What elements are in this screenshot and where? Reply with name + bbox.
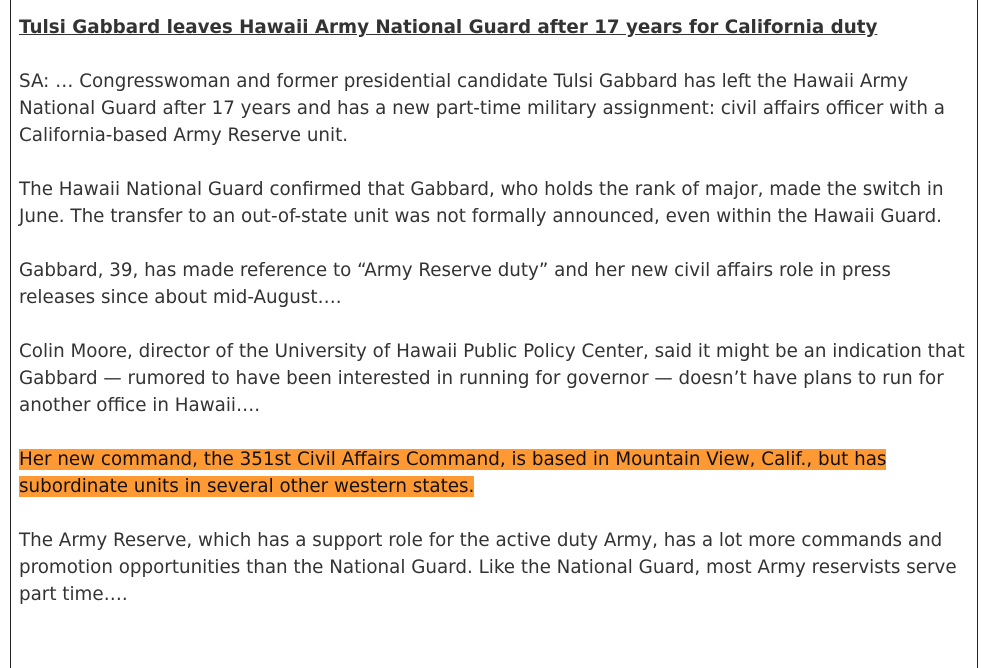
paragraph-army-reserve: The Army Reserve, which has a support ro… — [19, 530, 957, 605]
article-title[interactable]: Tulsi Gabbard leaves Hawaii Army Nationa… — [19, 17, 878, 38]
paragraph-transfer: The Hawaii National Guard confirmed that… — [19, 179, 944, 227]
paragraph-colin-moore: Colin Moore, director of the University … — [19, 341, 965, 416]
paragraph-intro: SA: … Congresswoman and former president… — [19, 71, 945, 146]
paragraph-reserve-duty: Gabbard, 39, has made reference to “Army… — [19, 260, 891, 308]
content-frame — [10, 0, 978, 668]
article: Tulsi Gabbard leaves Hawaii Army Nationa… — [19, 14, 971, 635]
paragraph-highlighted: Her new command, the 351st Civil Affairs… — [19, 446, 971, 500]
highlighted-text: Her new command, the 351st Civil Affairs… — [19, 449, 887, 497]
